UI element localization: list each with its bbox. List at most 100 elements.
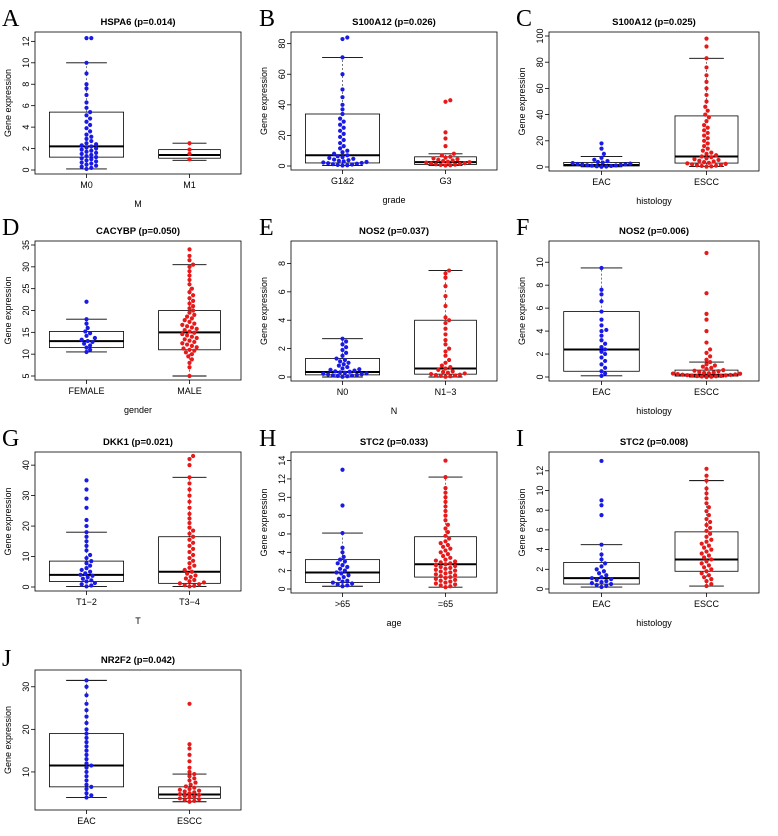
data-point [189, 334, 194, 339]
data-point [718, 373, 724, 378]
data-point [711, 159, 716, 164]
data-point [709, 365, 714, 370]
data-point [709, 557, 714, 562]
data-point [330, 373, 335, 378]
data-point [721, 368, 726, 373]
data-point [180, 331, 185, 337]
plot-title: NOS2 (p=0.006) [619, 226, 689, 237]
data-point [723, 373, 728, 378]
data-point [192, 785, 197, 790]
data-point [340, 342, 345, 347]
data-point [443, 495, 448, 500]
data-point [182, 793, 187, 798]
data-point [340, 563, 345, 568]
data-point [191, 534, 196, 539]
data-point [706, 573, 712, 578]
data-point [436, 367, 441, 373]
y-axis-label: Gene expression [259, 67, 269, 135]
data-point [443, 474, 448, 480]
data-point [462, 371, 467, 376]
data-point [84, 36, 89, 41]
data-point [89, 559, 94, 564]
data-point [340, 163, 345, 168]
data-point [84, 786, 89, 792]
data-point [84, 86, 89, 91]
data-point [675, 372, 680, 377]
data-point [705, 136, 710, 141]
data-point [336, 158, 341, 163]
data-point [443, 342, 448, 347]
data-point [704, 250, 709, 256]
data-point [443, 130, 448, 135]
data-point [191, 304, 196, 309]
x-tick-label: MALE [177, 386, 202, 396]
data-point [447, 346, 452, 351]
y-tick-label: 6 [277, 289, 287, 294]
data-point [187, 555, 192, 561]
data-point [84, 539, 89, 544]
y-tick-label: 60 [535, 83, 545, 93]
data-point [79, 156, 84, 161]
data-point [609, 581, 614, 587]
data-point [88, 122, 93, 128]
data-point [330, 162, 335, 167]
data-point [352, 368, 357, 373]
data-point [595, 159, 601, 165]
y-tick-label: 80 [277, 39, 287, 49]
data-point [94, 146, 99, 151]
data-point [443, 155, 448, 160]
data-point [599, 265, 604, 271]
x-axis-label: gender [124, 405, 152, 415]
data-point [338, 134, 343, 140]
data-point [467, 160, 472, 165]
data-point [336, 576, 341, 582]
data-point [448, 163, 453, 168]
y-tick-label: 8 [535, 508, 545, 513]
data-point [704, 549, 709, 554]
data-point [704, 509, 709, 514]
data-point [443, 360, 448, 365]
data-point [180, 322, 185, 328]
data-point [453, 373, 458, 378]
y-tick-label: 4 [535, 547, 545, 552]
data-point [328, 367, 333, 373]
data-point [448, 154, 453, 159]
plot-frame [290, 451, 498, 594]
plot-title: STC2 (p=0.008) [620, 437, 688, 448]
y-tick-label: 0 [535, 164, 545, 169]
y-tick-label: 80 [535, 57, 545, 67]
data-point [445, 370, 450, 375]
data-point [94, 150, 99, 155]
box-iqr [414, 319, 477, 375]
data-point [448, 98, 453, 103]
data-point [346, 158, 351, 163]
data-point [599, 542, 604, 547]
data-point [599, 564, 604, 569]
data-point [705, 130, 710, 136]
data-point [709, 164, 714, 169]
data-point [187, 531, 192, 536]
y-tick-label: 2 [277, 568, 287, 573]
y-axis-label: Gene expression [3, 706, 13, 774]
data-point [704, 496, 709, 501]
data-point [448, 561, 453, 566]
data-point [439, 363, 444, 368]
data-point [187, 525, 192, 530]
data-point [443, 332, 448, 337]
panel-letter: D [2, 215, 19, 241]
data-point [89, 793, 94, 798]
data-point [340, 150, 345, 155]
data-point [335, 561, 340, 566]
plot-frame [548, 451, 760, 594]
plot-title: CACYBP (p=0.050) [96, 226, 180, 237]
data-point [341, 574, 346, 580]
data-point [177, 791, 182, 797]
panel-letter: I [516, 426, 524, 452]
data-point [187, 537, 192, 542]
data-point [185, 314, 190, 319]
data-point [187, 584, 192, 589]
data-point [84, 153, 89, 159]
data-point [448, 364, 453, 370]
data-point [723, 161, 728, 166]
data-point [94, 155, 99, 160]
